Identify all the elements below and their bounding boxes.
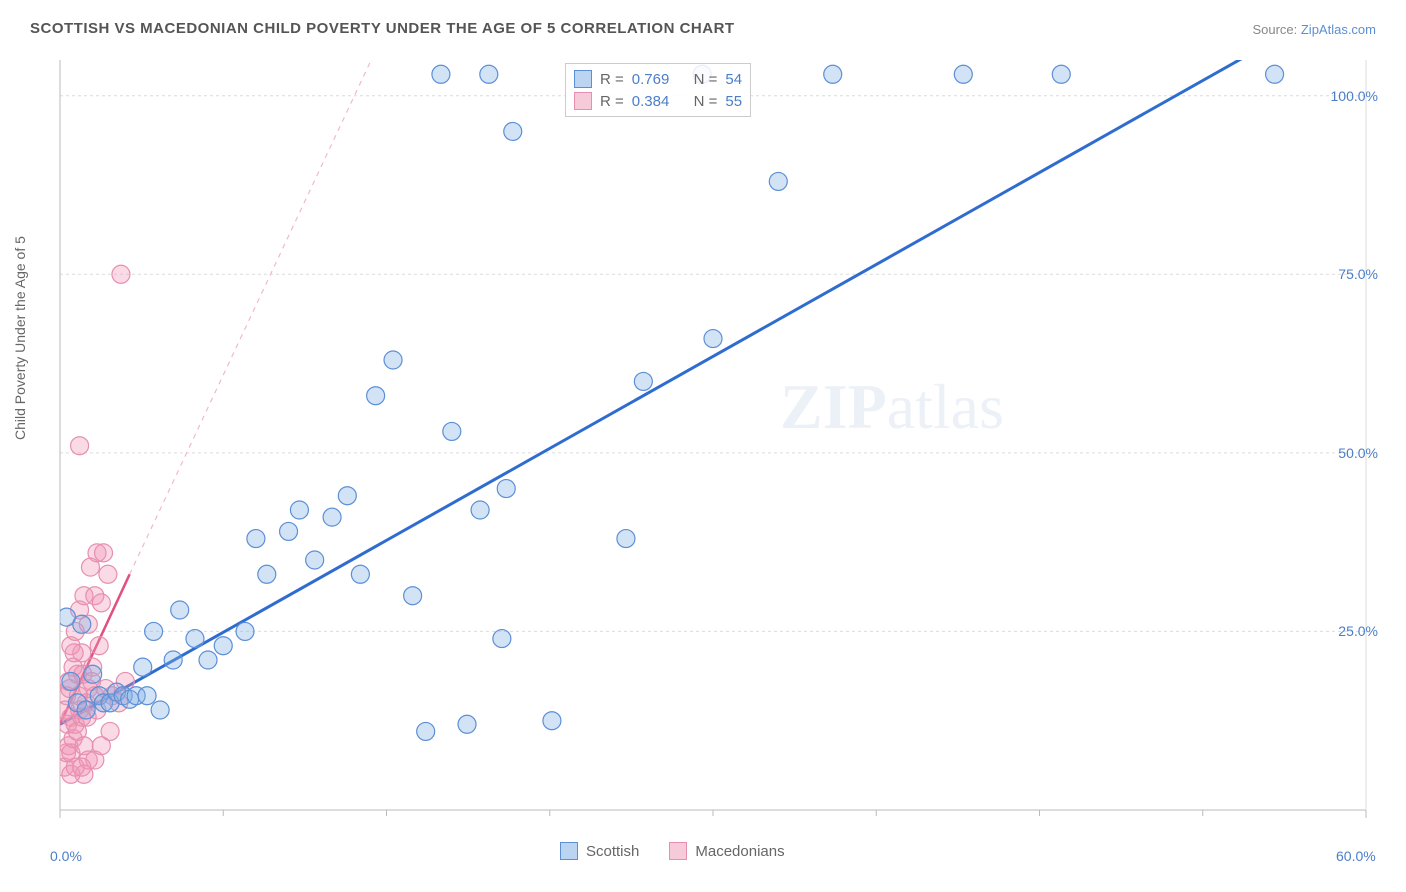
n-label-1: N = [694, 71, 718, 88]
legend-label-macedonians: Macedonians [695, 843, 784, 860]
chart-container: SCOTTISH VS MACEDONIAN CHILD POVERTY UND… [0, 0, 1406, 892]
swatch-macedonians-2 [669, 842, 687, 860]
r-value-2: 0.384 [632, 93, 670, 110]
y-tick-label: 100.0% [1331, 88, 1378, 104]
swatch-scottish [574, 70, 592, 88]
swatch-macedonians [574, 92, 592, 110]
swatch-scottish-2 [560, 842, 578, 860]
x-tick-label: 0.0% [50, 848, 82, 864]
y-tick-label: 25.0% [1338, 623, 1378, 639]
bottom-legend: Scottish Macedonians [560, 842, 785, 860]
scatter-plot [0, 0, 1406, 892]
stats-row-scottish: R = 0.769 N = 54 [574, 68, 742, 90]
r-label-2: R = [600, 93, 624, 110]
y-tick-label: 50.0% [1338, 445, 1378, 461]
y-tick-label: 75.0% [1338, 266, 1378, 282]
r-label-1: R = [600, 71, 624, 88]
legend-label-scottish: Scottish [586, 843, 639, 860]
n-label-2: N = [694, 93, 718, 110]
stats-row-macedonians: R = 0.384 N = 55 [574, 90, 742, 112]
legend-item-scottish: Scottish [560, 842, 639, 860]
n-value-2: 55 [725, 93, 742, 110]
n-value-1: 54 [725, 71, 742, 88]
legend-item-macedonians: Macedonians [669, 842, 784, 860]
x-tick-label: 60.0% [1336, 848, 1376, 864]
r-value-1: 0.769 [632, 71, 670, 88]
stats-legend: R = 0.769 N = 54 R = 0.384 N = 55 [565, 63, 751, 117]
